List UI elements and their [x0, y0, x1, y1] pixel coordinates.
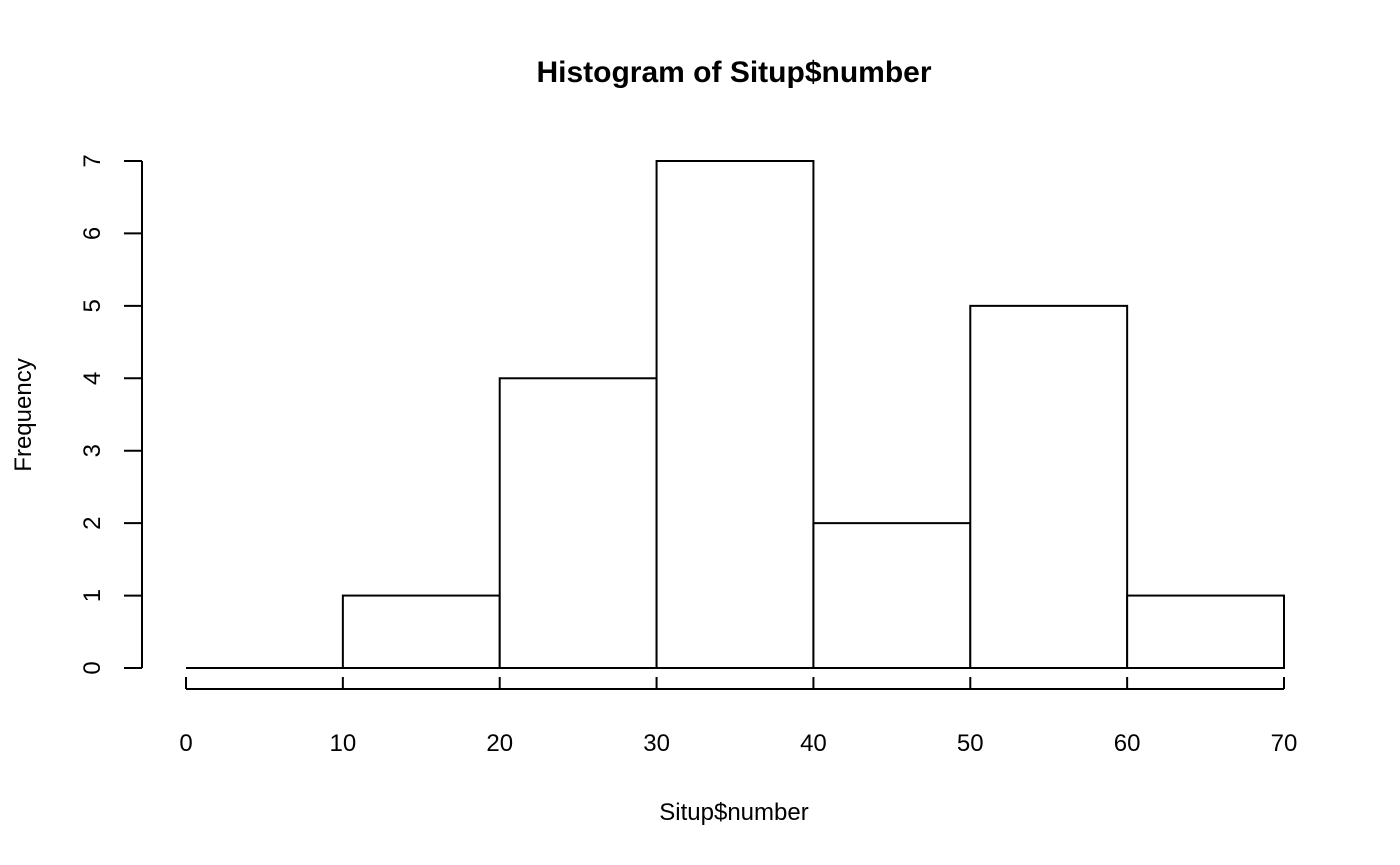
x-tick-label: 30 [643, 730, 670, 757]
histogram-bar [812, 522, 972, 670]
histogram-bar [1126, 594, 1285, 669]
histogram-bar [341, 594, 501, 669]
y-axis-label: Frequency [10, 358, 37, 471]
histogram-bar [655, 160, 815, 669]
x-tick-label: 40 [800, 730, 827, 757]
x-tick-label: 50 [957, 730, 984, 757]
y-tick-label: 4 [79, 372, 106, 385]
y-tick-label: 3 [79, 444, 106, 457]
y-tick-label: 5 [79, 299, 106, 312]
y-tick-label: 7 [79, 154, 106, 167]
y-tick-label: 2 [79, 516, 106, 529]
y-tick-label: 1 [79, 589, 106, 602]
y-tick-label: 6 [79, 227, 106, 240]
x-tick-label: 10 [330, 730, 357, 757]
x-tick-label: 70 [1271, 730, 1298, 757]
chart-title: Histogram of Situp$number [536, 56, 931, 89]
x-axis: 0 10 20 30 40 50 60 70 [179, 677, 1297, 757]
x-tick-label: 60 [1114, 730, 1141, 757]
x-tick-label: 0 [179, 730, 192, 757]
histogram-bar [498, 377, 658, 669]
y-tick-label: 0 [79, 661, 106, 674]
histogram-bar [969, 304, 1129, 669]
x-axis-label: Situp$number [659, 799, 808, 826]
x-tick-label: 20 [486, 730, 513, 757]
y-axis: 0 1 2 3 4 5 6 7 [79, 154, 143, 675]
bars-group [186, 160, 1285, 670]
